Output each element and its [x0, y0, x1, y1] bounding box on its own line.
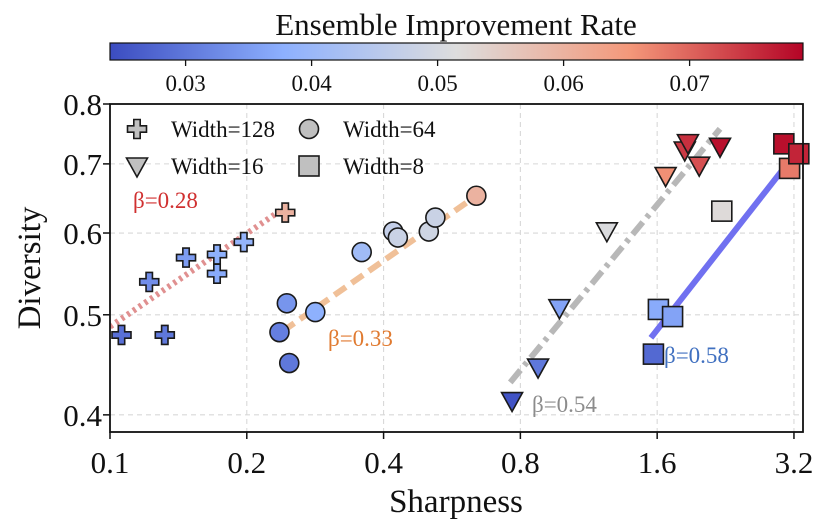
x-tick-label: 1.6: [638, 445, 677, 480]
colorbar-tick-label: 0.06: [543, 71, 583, 96]
beta-label: β=0.33: [328, 326, 393, 351]
data-point-plus: [233, 231, 255, 253]
data-point-circle: [466, 185, 487, 207]
legend-marker-square: [298, 155, 320, 177]
colorbar: [109, 42, 804, 61]
data-point-triangle-down: [676, 133, 700, 156]
plot-frame: [109, 103, 804, 433]
data-point-circle: [425, 207, 446, 228]
legend-label: Width=128: [171, 117, 275, 142]
data-point-triangle-down: [595, 221, 619, 244]
colorbar-title: Ensemble Improvement Rate: [275, 7, 637, 42]
data-point-circle: [278, 352, 300, 374]
y-axis-label: Diversity: [12, 206, 48, 329]
data-point-square: [788, 142, 810, 165]
x-tick-label: 0.4: [364, 445, 403, 480]
colorbar-tick-label: 0.04: [291, 71, 332, 96]
beta-label: β=0.28: [133, 188, 198, 213]
data-point-square: [642, 343, 665, 365]
y-tick-label: 0.6: [63, 216, 102, 251]
data-point-plus: [154, 324, 176, 346]
data-point-triangle-down: [547, 298, 572, 321]
colorbar-ticks: 0.03 0.04 0.05 0.06 0.07: [165, 60, 710, 96]
legend-marker-plus: [126, 118, 148, 140]
colorbar-tick-label: 0.05: [417, 71, 457, 96]
data-point-circle: [269, 321, 290, 343]
beta-label: β=0.54: [532, 392, 597, 417]
data-point-plus: [175, 247, 197, 268]
data-point-circle: [304, 301, 326, 323]
data-point-circle: [387, 227, 409, 248]
y-tick-label: 0.7: [63, 147, 102, 182]
x-tick-label: 0.1: [91, 445, 130, 480]
data-point-plus: [138, 271, 160, 293]
legend: Width=128 Width=64 Width=16 Width=8: [125, 117, 436, 179]
data-point-circle: [276, 292, 298, 314]
data-point-square: [711, 200, 733, 222]
fit-line-triangle-down: [507, 126, 723, 385]
y-tick-label: 0.4: [63, 398, 102, 433]
colorbar-tick-label: 0.03: [165, 71, 205, 96]
legend-label: Width=64: [343, 117, 436, 142]
data-point-triangle-down: [708, 137, 732, 159]
y-tick-label: 0.8: [63, 87, 102, 122]
x-tick-label: 3.2: [775, 445, 814, 480]
data-point-triangle-down: [526, 358, 550, 380]
legend-label: Width=16: [171, 154, 264, 179]
colorbar-tick-label: 0.07: [669, 71, 709, 96]
data-point-plus: [206, 263, 228, 284]
x-tick-label: 0.8: [501, 445, 540, 480]
beta-label: β=0.58: [664, 343, 729, 368]
x-axis-ticks: 0.1 0.2 0.4 0.8 1.6 3.2: [91, 432, 814, 480]
data-points: [111, 133, 810, 414]
data-point-circle: [351, 241, 372, 263]
beta-labels: β=0.28 β=0.33 β=0.54 β=0.58: [133, 188, 729, 417]
data-point-plus: [111, 324, 132, 346]
legend-marker-triangle-down: [125, 157, 149, 179]
plot-area: [110, 104, 803, 432]
x-axis-label: Sharpness: [389, 484, 523, 520]
data-point-triangle-down: [500, 391, 524, 414]
x-tick-label: 0.2: [227, 445, 266, 480]
y-axis-ticks: 0.4 0.5 0.6 0.7 0.8: [63, 87, 110, 433]
data-point-square: [661, 305, 684, 328]
data-point-triangle-down: [653, 166, 678, 189]
legend-label: Width=8: [343, 154, 424, 179]
y-tick-label: 0.5: [63, 298, 102, 333]
legend-marker-circle: [298, 118, 320, 140]
data-point-plus: [274, 202, 296, 223]
data-point-triangle-down: [687, 156, 712, 178]
data-point-plus: [206, 244, 228, 265]
